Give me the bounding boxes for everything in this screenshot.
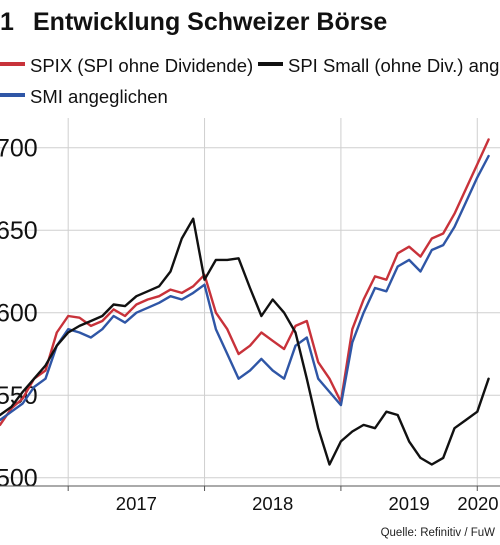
grid	[0, 118, 500, 486]
y-tick-label: 600	[0, 300, 38, 328]
series-line-spix	[0, 138, 490, 427]
legend: SPIX (SPI ohne Dividende) SPI Small (ohn…	[0, 55, 500, 107]
x-axis: 2017 2018 2019 2020	[67, 486, 499, 514]
x-tick-label: 2017	[116, 493, 157, 514]
x-tick-label: 2018	[252, 493, 293, 514]
y-tick-label: 500	[0, 465, 38, 493]
legend-swatch-spix	[0, 62, 25, 66]
chart-number: 1	[0, 8, 14, 36]
legend-label-spix: SPIX (SPI ohne Dividende)	[30, 55, 253, 76]
x-tick-label: 2019	[389, 493, 430, 514]
legend-swatch-smi	[0, 93, 25, 97]
series-group	[0, 138, 490, 466]
legend-label-spi-small: SPI Small (ohne Div.) ang.	[288, 55, 500, 76]
y-tick-label: 650	[0, 217, 38, 245]
legend-swatch-spi-small	[258, 62, 283, 66]
x-tick-label: 2020	[457, 493, 498, 514]
y-tick-label: 700	[0, 135, 38, 163]
chart-title: Entwicklung Schweizer Börse	[33, 8, 387, 36]
series-line-smi	[0, 154, 490, 422]
series-line-spi-small	[0, 217, 490, 466]
legend-label-smi: SMI angeglichen	[30, 86, 168, 107]
source-note: Quelle: Refinitiv / FuW	[381, 527, 496, 539]
